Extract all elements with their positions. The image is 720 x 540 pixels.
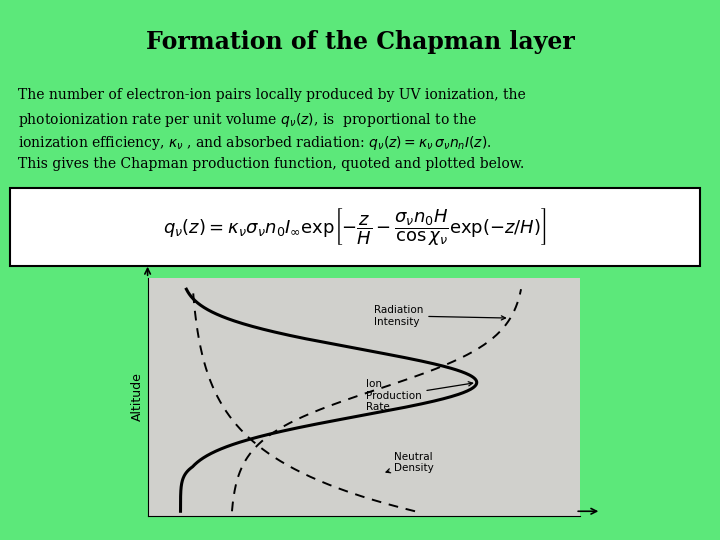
Text: ionization efficiency, $\kappa_{\nu}$ , and absorbed radiation: $q_{\nu}(z) = \k: ionization efficiency, $\kappa_{\nu}$ , … [18,134,492,152]
Bar [10,188,700,266]
Text: The number of electron-ion pairs locally produced by UV ionization, the: The number of electron-ion pairs locally… [18,88,526,102]
Text: $q_{\nu}(z) = \kappa_{\nu}\sigma_{\nu} n_0 I_{\infty} \exp\!\left[-\dfrac{z}{H} : $q_{\nu}(z) = \kappa_{\nu}\sigma_{\nu} n… [163,206,546,247]
Text: Neutral
Density: Neutral Density [386,451,434,473]
Text: photoionization rate per unit volume $q_{\nu}(z)$, is  proportional to the: photoionization rate per unit volume $q_… [18,111,477,129]
Text: Ion
Production
Rate: Ion Production Rate [366,379,472,413]
Text: Formation of the Chapman layer: Formation of the Chapman layer [145,30,575,54]
Y-axis label: Altitude: Altitude [130,373,143,421]
Text: This gives the Chapman production function, quoted and plotted below.: This gives the Chapman production functi… [18,157,524,171]
Text: Radiation
Intensity: Radiation Intensity [374,305,505,327]
